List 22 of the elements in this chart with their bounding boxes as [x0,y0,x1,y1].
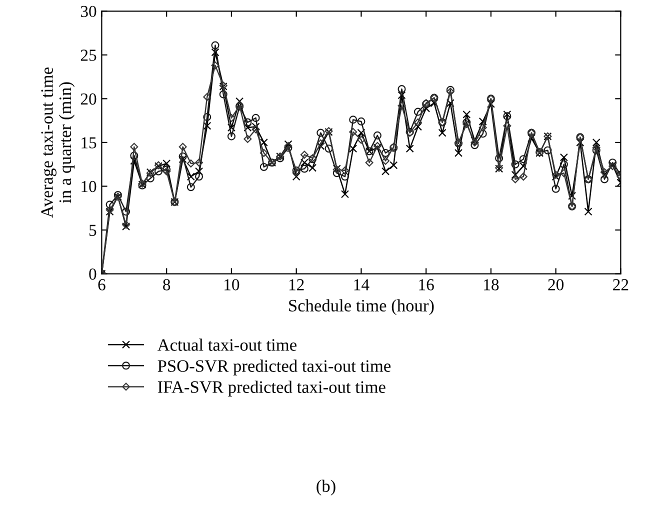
x-tick-label: 16 [419,279,434,290]
x-tick-label: 10 [224,279,240,290]
x-tick-label: 22 [613,279,628,290]
y-tick-label: 5 [89,224,96,236]
y-tick-label: 30 [80,6,96,18]
y-tick-label: 20 [80,93,96,105]
y-tick-label: 25 [80,50,96,61]
x-tick-label: 6 [98,279,106,290]
legend-label: Actual taxi-out time [157,338,296,351]
y-tick-label: 10 [82,180,96,192]
y-axis-title: Average taxi-out time in a quarter (min) [41,68,75,218]
x-tick-label: 12 [289,279,304,290]
x-tick-label: 14 [354,279,370,290]
legend-label: PSO-SVR predicted taxi-out time [158,360,391,376]
x-tick-label: 18 [484,279,499,290]
x-tick-label: 8 [163,279,170,290]
text: (b) [316,480,336,496]
legend-label: IFA-SVR predicted taxi-out time [158,380,386,396]
y-tick-label: 15 [82,137,96,148]
y-tick-label: 0 [89,268,96,280]
x-axis-title: Schedule time (hour) [289,299,434,316]
x-tick-label: 20 [548,279,564,290]
